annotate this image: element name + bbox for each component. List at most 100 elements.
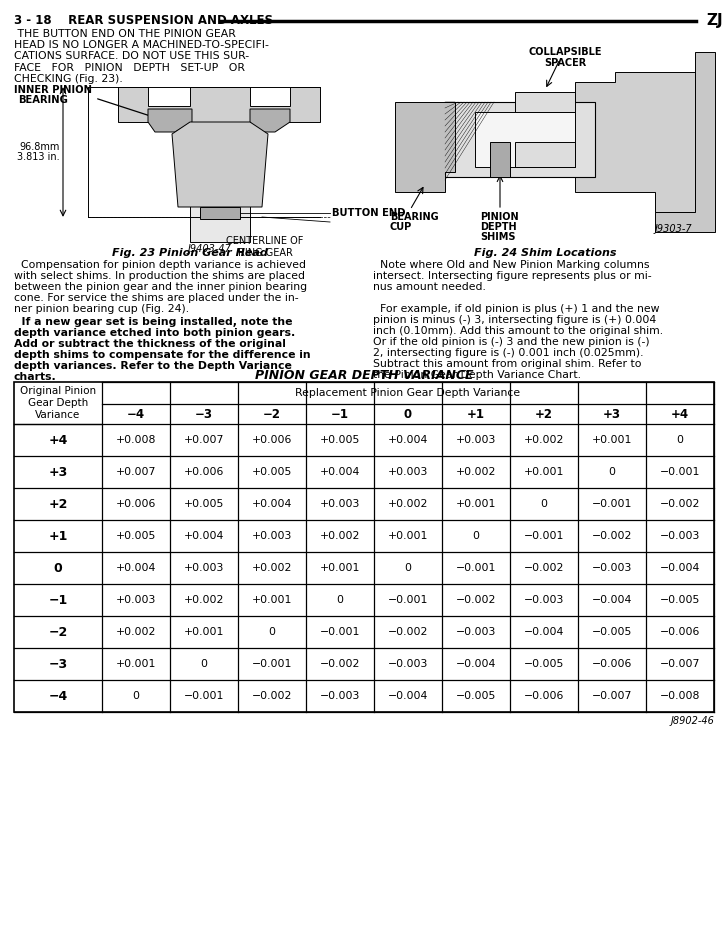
Text: +4: +4 <box>671 408 689 420</box>
Text: −0.007: −0.007 <box>660 659 700 669</box>
Text: PINION: PINION <box>480 212 518 222</box>
Text: +0.001: +0.001 <box>592 435 632 445</box>
Text: +0.001: +0.001 <box>116 659 157 669</box>
Text: +0.002: +0.002 <box>388 499 428 509</box>
Text: −0.002: −0.002 <box>388 627 428 637</box>
Text: −0.002: −0.002 <box>456 595 496 605</box>
Text: COLLAPSIBLE: COLLAPSIBLE <box>529 47 602 57</box>
Text: +0.005: +0.005 <box>116 531 157 541</box>
Text: +0.002: +0.002 <box>456 467 496 477</box>
Text: 0: 0 <box>132 691 140 701</box>
Text: −0.004: −0.004 <box>592 595 632 605</box>
Text: FACE   FOR   PINION   DEPTH   SET-UP   OR: FACE FOR PINION DEPTH SET-UP OR <box>14 62 245 73</box>
Text: +0.003: +0.003 <box>252 531 292 541</box>
Text: −0.002: −0.002 <box>524 563 564 573</box>
Text: −2: −2 <box>263 408 281 420</box>
Text: depth variances. Refer to the Depth Variance: depth variances. Refer to the Depth Vari… <box>14 361 292 371</box>
Text: +0.002: +0.002 <box>116 627 157 637</box>
Text: +0.004: +0.004 <box>252 499 292 509</box>
Text: For example, if old pinion is plus (+) 1 and the new: For example, if old pinion is plus (+) 1… <box>373 304 660 314</box>
Polygon shape <box>172 122 268 207</box>
Text: +0.007: +0.007 <box>183 435 224 445</box>
Polygon shape <box>250 109 290 132</box>
Text: INNER PINION: INNER PINION <box>14 85 92 95</box>
Text: −0.004: −0.004 <box>660 563 700 573</box>
Polygon shape <box>515 92 575 112</box>
Text: −0.002: −0.002 <box>660 499 700 509</box>
Text: +0.002: +0.002 <box>183 595 224 605</box>
Text: −0.003: −0.003 <box>320 691 360 701</box>
Text: inch (0.10mm). Add this amount to the original shim.: inch (0.10mm). Add this amount to the or… <box>373 326 663 336</box>
Text: −0.001: −0.001 <box>456 563 496 573</box>
Text: HEAD IS NO LONGER A MACHINED-TO-SPECIFI-: HEAD IS NO LONGER A MACHINED-TO-SPECIFI- <box>14 41 269 50</box>
Text: −0.004: −0.004 <box>456 659 496 669</box>
Text: +0.005: +0.005 <box>320 435 360 445</box>
Text: +0.003: +0.003 <box>116 595 157 605</box>
Text: −0.003: −0.003 <box>524 595 564 605</box>
Text: Or if the old pinion is (-) 3 and the new pinion is (-): Or if the old pinion is (-) 3 and the ne… <box>373 337 649 347</box>
Text: Add or subtract the thickness of the original: Add or subtract the thickness of the ori… <box>14 339 286 349</box>
Text: Note where Old and New Pinion Marking columns: Note where Old and New Pinion Marking co… <box>373 260 649 270</box>
Text: +0.004: +0.004 <box>388 435 428 445</box>
Text: −2: −2 <box>48 625 68 639</box>
Text: charts.: charts. <box>14 372 57 382</box>
Text: −0.005: −0.005 <box>524 659 564 669</box>
Text: 0: 0 <box>540 499 547 509</box>
Text: BEARING: BEARING <box>390 212 439 222</box>
Text: −0.001: −0.001 <box>320 627 360 637</box>
Text: ZJ: ZJ <box>706 13 723 28</box>
Text: −3: −3 <box>195 408 213 420</box>
Text: BEARING: BEARING <box>18 95 68 105</box>
Text: 0: 0 <box>405 563 411 573</box>
Text: −0.003: −0.003 <box>388 659 428 669</box>
Polygon shape <box>118 87 320 122</box>
Text: +0.001: +0.001 <box>388 531 428 541</box>
Text: J9403-47: J9403-47 <box>188 244 232 254</box>
Text: If a new gear set is being installed, note the: If a new gear set is being installed, no… <box>14 317 293 327</box>
Text: SPACER: SPACER <box>544 58 586 68</box>
Text: 96.8mm: 96.8mm <box>20 142 60 152</box>
Text: +0.001: +0.001 <box>524 467 564 477</box>
Text: −4: −4 <box>48 690 68 703</box>
Text: +2: +2 <box>535 408 553 420</box>
Text: +0.001: +0.001 <box>320 563 360 573</box>
Text: +0.001: +0.001 <box>183 627 224 637</box>
Text: BUTTON END: BUTTON END <box>332 208 405 218</box>
Text: −0.006: −0.006 <box>592 659 632 669</box>
Text: −3: −3 <box>49 658 68 671</box>
Text: CATIONS SURFACE. DO NOT USE THIS SUR-: CATIONS SURFACE. DO NOT USE THIS SUR- <box>14 52 249 61</box>
Text: +0.002: +0.002 <box>320 531 360 541</box>
Text: +3: +3 <box>603 408 621 420</box>
Text: −4: −4 <box>127 408 145 420</box>
Polygon shape <box>490 142 510 177</box>
Text: +0.004: +0.004 <box>183 531 224 541</box>
Text: 3.813 in.: 3.813 in. <box>17 152 60 162</box>
Polygon shape <box>148 109 192 132</box>
Text: 0: 0 <box>609 467 615 477</box>
Text: 0: 0 <box>269 627 275 637</box>
Text: +0.007: +0.007 <box>116 467 157 477</box>
Text: nus amount needed.: nus amount needed. <box>373 282 486 292</box>
Text: 0: 0 <box>676 435 684 445</box>
Text: +0.005: +0.005 <box>252 467 292 477</box>
Text: −0.006: −0.006 <box>660 627 700 637</box>
Text: CUP: CUP <box>390 222 412 232</box>
Polygon shape <box>655 52 715 232</box>
Text: SHIMS: SHIMS <box>480 232 515 242</box>
Polygon shape <box>575 72 695 212</box>
Text: −0.005: −0.005 <box>592 627 632 637</box>
Text: +0.006: +0.006 <box>252 435 292 445</box>
Text: 0: 0 <box>54 561 63 575</box>
Text: cone. For service the shims are placed under the in-: cone. For service the shims are placed u… <box>14 293 298 303</box>
Text: −0.004: −0.004 <box>524 627 564 637</box>
Text: −0.001: −0.001 <box>524 531 564 541</box>
Polygon shape <box>445 102 595 177</box>
Polygon shape <box>395 102 455 192</box>
Text: +3: +3 <box>48 465 68 479</box>
Text: intersect. Intersecting figure represents plus or mi-: intersect. Intersecting figure represent… <box>373 271 652 281</box>
Text: J8902-46: J8902-46 <box>670 716 714 726</box>
Text: −1: −1 <box>48 593 68 607</box>
Polygon shape <box>190 122 250 242</box>
Text: ner pinion bearing cup (Fig. 24).: ner pinion bearing cup (Fig. 24). <box>14 304 189 314</box>
Text: +0.006: +0.006 <box>183 467 224 477</box>
